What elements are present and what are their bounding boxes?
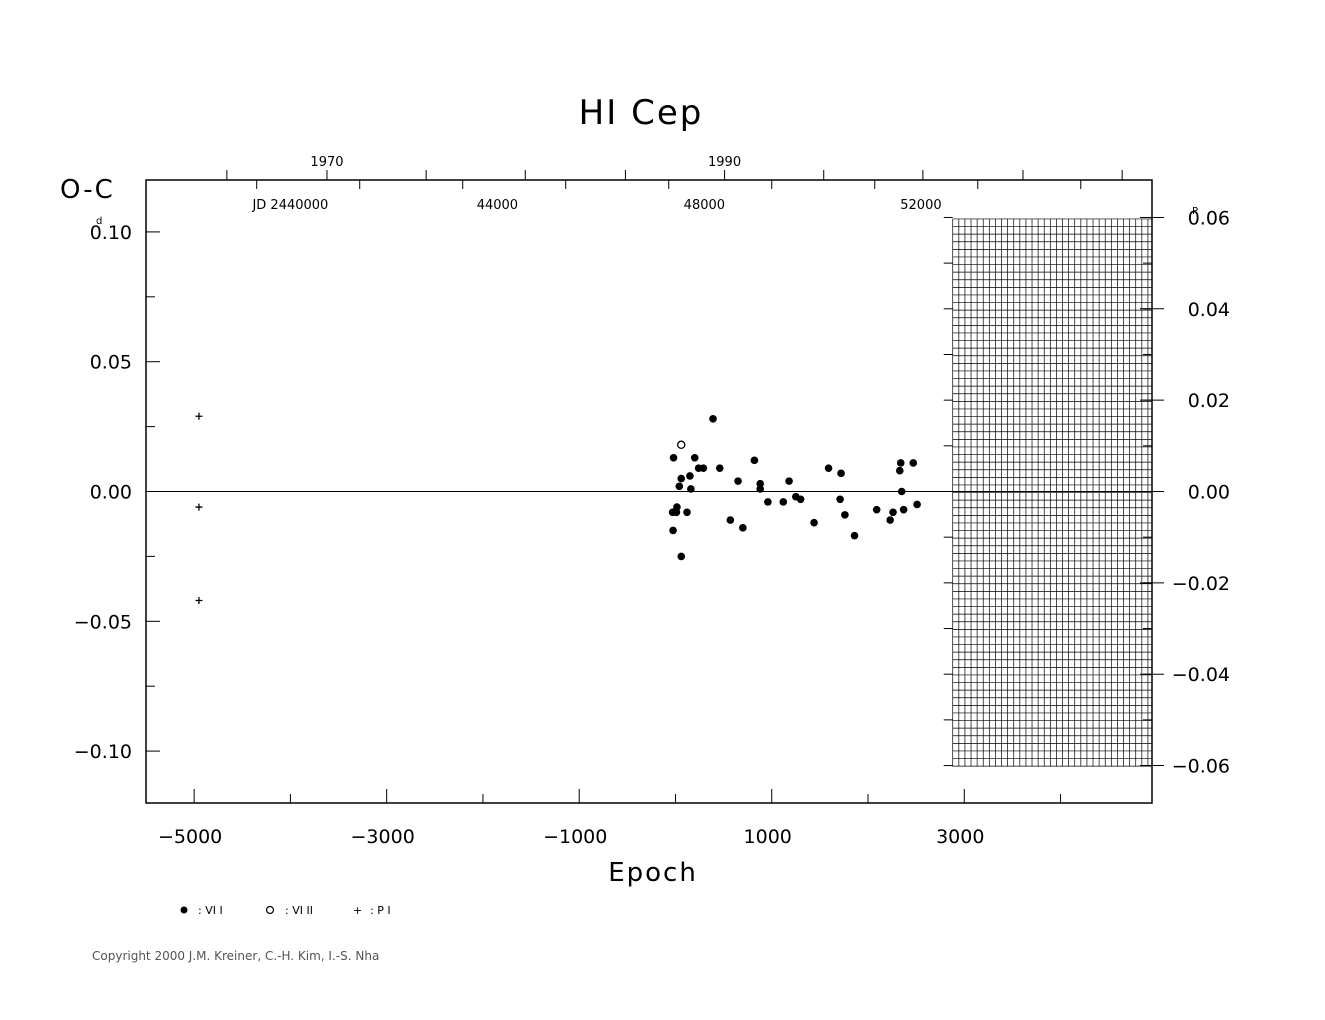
data-point-vi-i	[909, 459, 918, 467]
data-point-vi-i	[810, 518, 818, 527]
data-point-vi-i	[796, 495, 805, 504]
data-point-vi-i	[715, 464, 724, 472]
y-tick-label: 0.05	[90, 352, 132, 374]
data-point-vi-i	[841, 511, 849, 519]
data-point-vi-ii	[676, 440, 686, 450]
legend-marker-vi-i	[180, 906, 188, 914]
data-point-vi-i	[896, 459, 905, 467]
data-point-vi-i	[850, 531, 859, 540]
data-point-vi-i	[669, 453, 678, 462]
y-tick-label: −0.05	[74, 611, 132, 633]
data-point-vi-i	[690, 453, 699, 462]
data-point-vi-i	[675, 482, 684, 491]
data-point-vi-i	[677, 474, 686, 483]
data-point-vi-i	[699, 464, 708, 472]
data-point-vi-i	[779, 498, 788, 506]
data-point-vi-i	[895, 466, 904, 475]
jd-tick-label: JD 2440000	[251, 198, 328, 213]
x-tick-label: −5000	[158, 826, 222, 848]
data-point-vi-i	[824, 464, 833, 472]
y2-tick-label: 0.04	[1188, 299, 1230, 321]
data-point-vi-i	[836, 495, 844, 504]
data-point-vi-i	[750, 456, 759, 465]
data-point-vi-i	[897, 487, 906, 496]
legend-marker-p-i: +	[353, 904, 362, 917]
data-point-vi-i	[669, 526, 677, 535]
data-point-vi-i	[764, 498, 772, 506]
data-point-vi-i	[726, 516, 735, 524]
y-tick-label: −0.10	[74, 741, 132, 763]
data-point-vi-i	[899, 505, 908, 514]
data-points	[195, 412, 921, 605]
data-point-p-i	[195, 503, 203, 511]
data-point-vi-i	[756, 479, 764, 488]
y2-tick-label: 0.00	[1188, 482, 1230, 504]
y2-tick-label: 0.06	[1188, 207, 1230, 229]
data-point-vi-i	[739, 524, 747, 532]
x-axis-label: Epoch	[608, 858, 698, 888]
year-tick-label: 1990	[708, 155, 741, 170]
data-point-vi-i	[686, 472, 694, 480]
data-point-vi-i	[886, 516, 894, 524]
data-point-vi-i	[683, 508, 691, 517]
chart-title: HI Cep	[579, 93, 704, 133]
x-tick-label: −3000	[351, 826, 415, 848]
x-tick-label: 3000	[936, 826, 984, 848]
jd-tick-label: 44000	[477, 198, 518, 213]
y2-tick-label: 0.02	[1188, 390, 1230, 412]
data-point-vi-i	[872, 505, 881, 514]
copyright-notice: Copyright 2000 J.M. Kreiner, C.-H. Kim, …	[92, 949, 379, 963]
data-point-vi-i	[709, 415, 717, 423]
data-point-vi-i	[756, 485, 764, 493]
jd-tick-label: 48000	[684, 198, 725, 213]
legend: : VI I : VI II + : P I	[180, 904, 391, 917]
data-point-p-i	[195, 412, 203, 420]
x-tick-label: −1000	[543, 826, 607, 848]
year-tick-label: 1970	[310, 155, 343, 170]
legend-marker-vi-ii	[265, 905, 275, 915]
data-point-vi-i	[837, 469, 845, 478]
y2-axis-unit: P	[1192, 206, 1198, 217]
y2-tick-label: −0.06	[1172, 756, 1230, 778]
y-tick-label: 0.00	[90, 482, 132, 504]
data-point-vi-i	[785, 477, 793, 485]
legend-label-p-i: : P I	[370, 904, 391, 917]
y-axis-label: O-C	[60, 175, 115, 205]
y2-tick-label: −0.02	[1172, 573, 1230, 595]
jd-tick-label: 52000	[900, 198, 941, 213]
data-point-vi-i	[673, 503, 681, 511]
data-point-vi-i	[677, 552, 686, 561]
data-point-vi-i	[687, 485, 695, 493]
data-point-vi-i	[734, 477, 742, 485]
legend-label-vi-i: : VI I	[198, 904, 223, 917]
data-point-p-i	[195, 597, 203, 605]
data-point-vi-i	[889, 508, 897, 517]
y-axis-unit: d	[96, 216, 102, 227]
y2-tick-label: −0.04	[1172, 664, 1230, 686]
hatched-region	[952, 218, 1152, 767]
legend-label-vi-ii: : VI II	[285, 904, 313, 917]
data-point-vi-i	[913, 500, 921, 509]
y-tick-label: 0.10	[90, 222, 132, 244]
x-tick-label: 1000	[744, 826, 792, 848]
